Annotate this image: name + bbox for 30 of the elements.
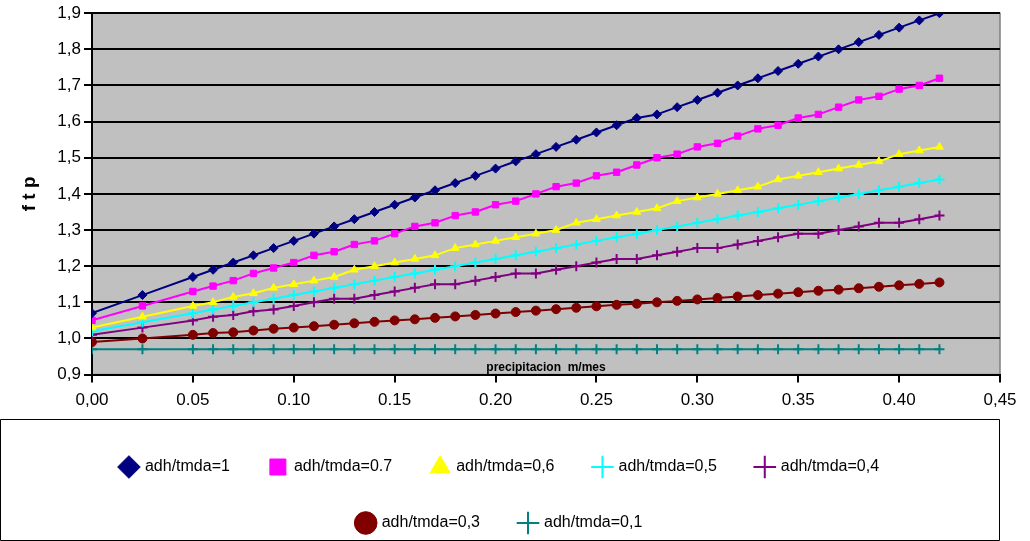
legend-label: adh/tmda=0,5 [618,457,717,475]
y-tick-label: 1,4 [57,183,81,203]
y-tick-label: 1,5 [57,147,81,167]
legend-label: adh/tmda=0,1 [544,513,643,531]
x-tick-label: 0.35 [781,390,815,410]
legend-label: adh/tmda=0,3 [381,513,481,531]
x-tick-label: 0.15 [378,390,412,410]
x-tick-label: 0.20 [479,390,513,410]
y-tick-label: 1,1 [57,292,81,312]
x-tick-label: 0,00 [75,390,109,410]
x-tick-label: 0.10 [277,390,311,410]
x-tick-label: 0.30 [680,390,714,410]
legend-label: adh/tmda=0,4 [780,457,880,475]
y-tick-label: 1,8 [57,39,81,59]
y-tick-label: 1,7 [57,75,81,95]
x-axis-title: precipitacion m/mes [486,359,607,374]
y-tick-label: 1,9 [57,2,81,22]
y-axis-title: f t p [18,176,40,212]
legend-label: adh/tmda=0,6 [456,457,555,475]
y-tick-label: 1,0 [57,328,81,348]
x-tick-label: 0.25 [579,390,613,410]
y-tick-label: 1,2 [57,255,81,275]
x-tick-label: 0,45 [983,390,1017,410]
x-tick-label: 0.05 [176,390,210,410]
y-tick-label: 1,6 [57,111,81,131]
y-tick-label: 0,9 [57,364,81,384]
y-tick-label: 1,3 [57,219,81,239]
legend-label: adh/tmda=1 [144,457,230,475]
x-tick-label: 0.40 [882,390,916,410]
legend-label: adh/tmda=0.7 [293,457,393,475]
